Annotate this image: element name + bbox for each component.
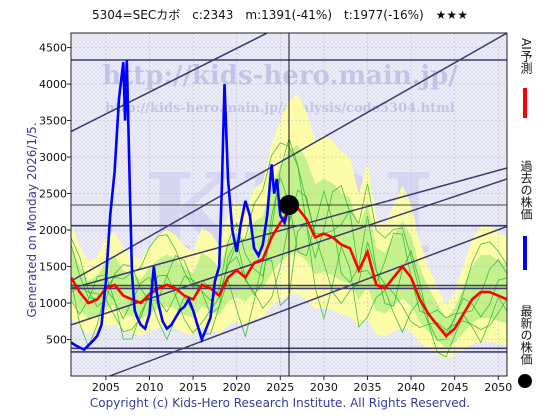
y-tick-label: 4500	[39, 42, 67, 55]
x-tick-label: 2040	[397, 381, 425, 394]
channel-line	[71, 33, 269, 133]
y-tick-label: 4000	[39, 78, 67, 91]
x-tick-label: 2015	[179, 381, 207, 394]
x-tick-label: 2045	[441, 381, 469, 394]
plot-frame	[70, 32, 508, 377]
y-tick-label: 1000	[39, 297, 67, 310]
legend-dot-latest	[518, 374, 532, 388]
legend-swatch-forecast	[523, 88, 527, 118]
copyright: Copyright (c) Kids-Hero Research Institu…	[89, 396, 471, 410]
y-tick-label: 500	[46, 334, 67, 347]
legend-swatch-history	[523, 236, 527, 270]
y-tick-label: 3500	[39, 115, 67, 128]
watermark-url-path: http://kids-hero.main.jp/analysis/code53…	[105, 101, 455, 116]
x-tick-label: 2035	[353, 381, 381, 394]
x-tick-label: 2010	[135, 381, 163, 394]
x-axis: 2005 2010 2015 2020 2025 2030 2035 2040 2045 2050	[92, 376, 512, 394]
y-tick-label: 2000	[39, 224, 67, 237]
generated-note: Generated on Monday 2026/1/5.	[25, 122, 39, 318]
legend: AI予測 過去の株価 最新の株価	[515, 30, 539, 390]
legend-label-forecast: AI予測	[519, 38, 533, 74]
legend-item-latest: 最新の株価	[515, 298, 539, 390]
legend-label-latest: 最新の株価	[519, 305, 533, 365]
x-tick-label: 2050	[484, 381, 512, 394]
y-tick-label: 2500	[39, 188, 67, 201]
series-price-line	[71, 59, 291, 352]
y-tick-label: 3000	[39, 151, 67, 164]
y-tick-label: 1500	[39, 261, 67, 274]
x-tick-label: 2025	[266, 381, 294, 394]
latest-point	[279, 195, 299, 216]
x-tick-label: 2030	[310, 381, 338, 394]
latest-marker	[71, 33, 507, 376]
x-tick-label: 2020	[223, 381, 251, 394]
legend-item-history: 過去の株価	[515, 150, 539, 290]
chart-title: 5304=SECカボ c:2343 m:1391(-41%) t:1977(-1…	[92, 8, 468, 22]
y-axis: 500 1000 1500 2000 2500 3000 3500 4000 4500	[39, 42, 71, 347]
legend-item-forecast: AI予測	[515, 30, 539, 150]
x-tick-label: 2005	[92, 381, 120, 394]
legend-label-history: 過去の株価	[519, 160, 533, 220]
